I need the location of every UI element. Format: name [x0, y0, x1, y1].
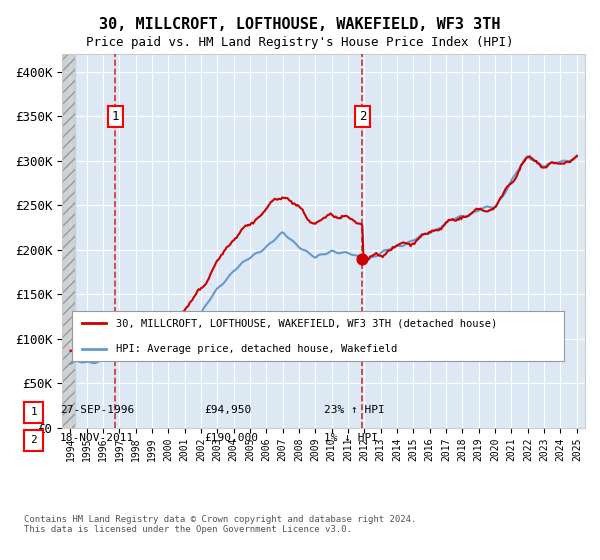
Text: 1: 1 [112, 110, 119, 123]
Text: 1: 1 [30, 407, 37, 417]
Text: £190,000: £190,000 [204, 433, 258, 444]
Text: Price paid vs. HM Land Registry's House Price Index (HPI): Price paid vs. HM Land Registry's House … [86, 36, 514, 49]
Text: Contains HM Land Registry data © Crown copyright and database right 2024.
This d: Contains HM Land Registry data © Crown c… [24, 515, 416, 534]
Text: £94,950: £94,950 [204, 405, 251, 416]
Text: 30, MILLCROFT, LOFTHOUSE, WAKEFIELD, WF3 3TH: 30, MILLCROFT, LOFTHOUSE, WAKEFIELD, WF3… [99, 17, 501, 32]
Text: HPI: Average price, detached house, Wakefield: HPI: Average price, detached house, Wake… [116, 344, 398, 353]
Text: 18-NOV-2011: 18-NOV-2011 [60, 433, 134, 444]
Text: 2: 2 [30, 435, 37, 445]
Text: 1% ↓ HPI: 1% ↓ HPI [324, 433, 378, 444]
Text: 30, MILLCROFT, LOFTHOUSE, WAKEFIELD, WF3 3TH (detached house): 30, MILLCROFT, LOFTHOUSE, WAKEFIELD, WF3… [116, 319, 497, 328]
Text: 23% ↑ HPI: 23% ↑ HPI [324, 405, 385, 416]
Bar [62, 54, 75, 428]
Text: 27-SEP-1996: 27-SEP-1996 [60, 405, 134, 416]
Text: 2: 2 [359, 110, 366, 123]
Point [110, 339, 120, 348]
Point [358, 254, 367, 263]
Bar [62, 54, 75, 428]
